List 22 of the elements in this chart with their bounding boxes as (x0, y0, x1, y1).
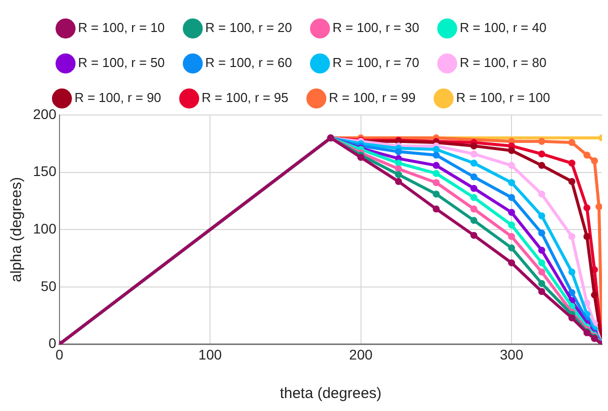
y-axis-title: alpha (degrees) (8, 177, 26, 282)
legend-label: R = 100, r = 80 (460, 55, 546, 70)
y-tick-label: 0 (48, 335, 57, 352)
legend-label: R = 100, r = 95 (202, 90, 288, 106)
y-tick-label: 100 (33, 220, 57, 236)
legend-label: R = 100, r = 99 (328, 90, 416, 106)
y-tick-label: 200 (33, 106, 57, 122)
legend-label: R = 100, r = 70 (332, 55, 420, 70)
legend-label: R = 100, r = 50 (78, 55, 165, 70)
y-tick-label: 50 (40, 278, 57, 294)
x-tick-label: 200 (349, 346, 373, 362)
x-axis-title: theta (degrees) (280, 385, 382, 402)
legend-label: R = 100, r = 100 (456, 90, 550, 106)
x-tick-label: 100 (198, 346, 222, 362)
legend-label: R = 100, r = 30 (332, 20, 420, 36)
legend-label: R = 100, r = 10 (78, 20, 165, 36)
x-tick-label: 300 (500, 346, 524, 362)
y-tick-label: 150 (33, 163, 57, 180)
legend-label: R = 100, r = 90 (74, 90, 162, 106)
legend-label: R = 100, r = 60 (205, 55, 292, 70)
legend-label: R = 100, r = 20 (205, 20, 292, 36)
legend-label: R = 100, r = 40 (460, 20, 546, 36)
